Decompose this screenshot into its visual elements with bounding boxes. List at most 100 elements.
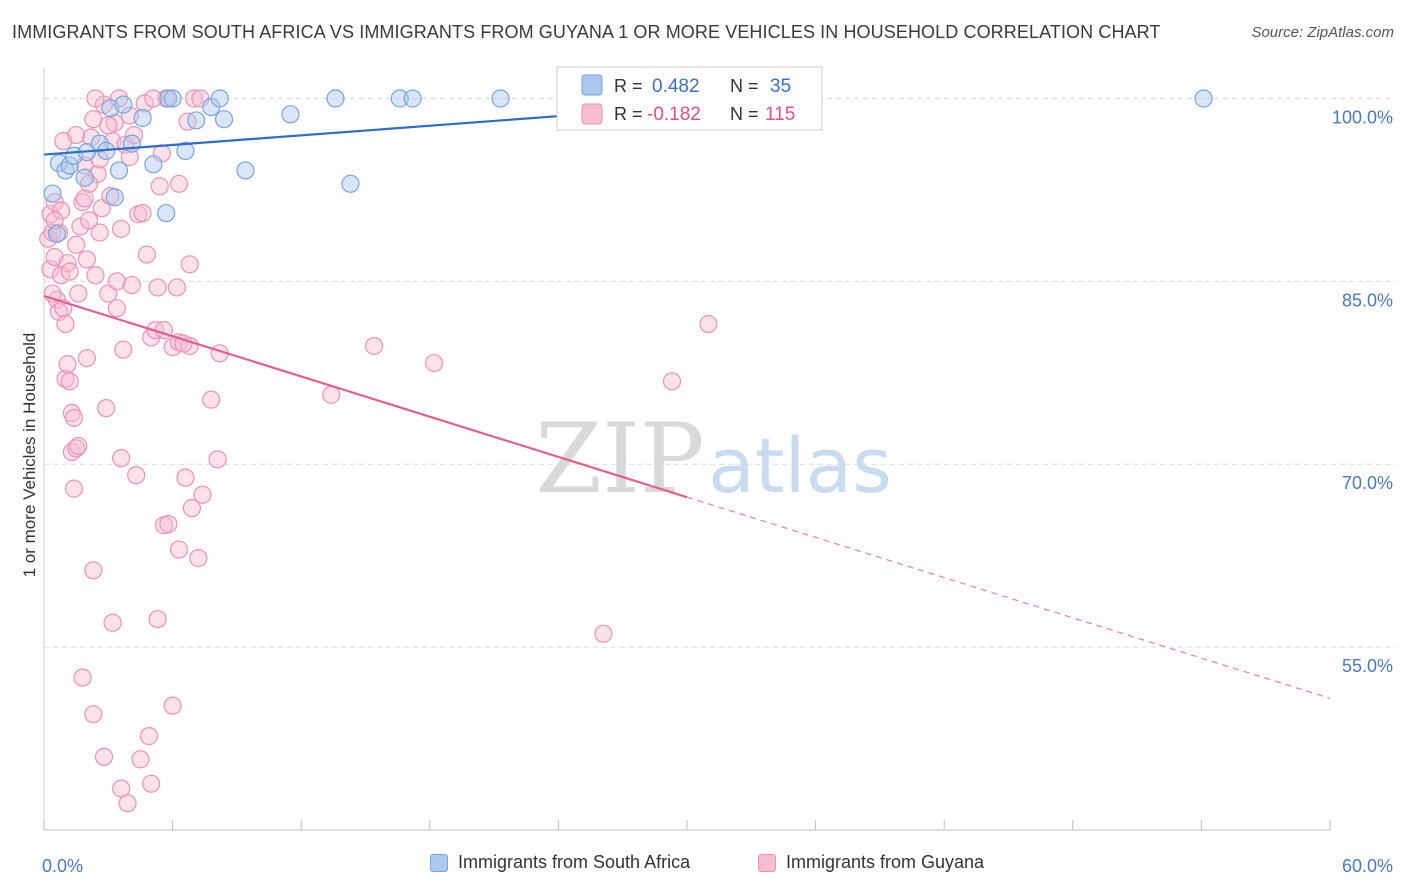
guyana-point bbox=[90, 223, 109, 242]
guyana-point bbox=[148, 609, 167, 629]
legend-swatch-south-africa bbox=[430, 853, 448, 872]
south-africa-point bbox=[144, 155, 163, 174]
guyana-point bbox=[103, 613, 122, 632]
legend-n-value-blue: 35 bbox=[770, 76, 791, 97]
guyana-point bbox=[107, 299, 126, 318]
south-africa-point bbox=[43, 184, 62, 203]
guyana-point bbox=[176, 468, 195, 487]
legend-r-label-pink: R = bbox=[614, 104, 643, 124]
south-africa-point bbox=[176, 141, 195, 161]
south-africa-point bbox=[210, 89, 229, 108]
south-africa-point bbox=[491, 89, 510, 108]
guyana-point bbox=[73, 668, 92, 687]
south-africa-point bbox=[109, 161, 129, 180]
legend-swatch-blue bbox=[581, 74, 603, 96]
guyana-points bbox=[39, 89, 718, 813]
legend-swatch-pink bbox=[581, 103, 603, 125]
y-tick-label: 85.0% bbox=[1342, 290, 1393, 310]
south-africa-point bbox=[163, 89, 182, 108]
guyana-point bbox=[202, 390, 221, 409]
guyana-point bbox=[169, 540, 189, 559]
x-tick-max: 60.0% bbox=[1342, 856, 1393, 876]
south-africa-point bbox=[47, 224, 66, 243]
guyana-point bbox=[99, 116, 118, 135]
guyana-point bbox=[594, 624, 613, 643]
guyana-point bbox=[52, 201, 71, 220]
south-africa-point bbox=[236, 161, 255, 180]
south-africa-point bbox=[159, 89, 178, 108]
guyana-point bbox=[114, 340, 133, 359]
guyana-point bbox=[84, 561, 103, 580]
guyana-point bbox=[97, 399, 116, 418]
guyana-point bbox=[122, 275, 141, 295]
guyana-point bbox=[208, 450, 227, 469]
south-africa-point bbox=[390, 89, 409, 108]
y-tick-label: 55.0% bbox=[1342, 656, 1393, 676]
guyana-point bbox=[86, 266, 105, 285]
y-tick-label: 70.0% bbox=[1342, 473, 1393, 493]
chart-title: IMMIGRANTS FROM SOUTH AFRICA VS IMMIGRAN… bbox=[12, 22, 1161, 42]
guyana-point bbox=[67, 439, 86, 458]
guyana-point bbox=[64, 408, 84, 428]
south-africa-point bbox=[1194, 89, 1213, 108]
guyana-point bbox=[67, 125, 86, 145]
grid bbox=[44, 97, 1395, 648]
guyana-point bbox=[163, 696, 182, 715]
south-africa-point bbox=[187, 111, 206, 130]
guyana-trend-line-extension bbox=[686, 496, 1331, 699]
trend-lines bbox=[43, 97, 1331, 699]
guyana-point bbox=[142, 774, 161, 793]
south-africa-point bbox=[133, 108, 152, 128]
bottom-legend-guyana: Immigrants from Guyana bbox=[758, 852, 984, 873]
guyana-point bbox=[131, 750, 150, 769]
guyana-point bbox=[159, 514, 178, 534]
south-africa-point bbox=[60, 156, 79, 175]
x-tick-min: 0.0% bbox=[42, 856, 83, 876]
guyana-point bbox=[137, 245, 156, 264]
guyana-point bbox=[150, 177, 169, 196]
guyana-point bbox=[148, 278, 167, 297]
guyana-point bbox=[662, 372, 682, 391]
south-africa-point bbox=[403, 89, 422, 108]
legend-swatch-guyana bbox=[758, 853, 776, 872]
south-africa-point bbox=[75, 168, 94, 187]
legend-n-value-pink: 115 bbox=[765, 104, 795, 125]
bottom-legend-south-africa: Immigrants from South Africa bbox=[430, 852, 690, 873]
south-africa-point bbox=[105, 188, 124, 207]
guyana-point bbox=[118, 794, 137, 813]
guyana-point bbox=[58, 355, 77, 374]
legend-label-guyana: Immigrants from Guyana bbox=[786, 852, 985, 872]
guyana-point bbox=[112, 219, 131, 239]
y-tick-label: 100.0% bbox=[1332, 107, 1393, 127]
guyana-point bbox=[180, 255, 199, 274]
guyana-point bbox=[139, 727, 159, 746]
guyana-point bbox=[193, 485, 212, 504]
guyana-point bbox=[94, 747, 114, 766]
guyana-point bbox=[60, 262, 79, 281]
south-africa-point bbox=[341, 174, 360, 193]
source-label: Source: ZipAtlas.com bbox=[1251, 24, 1394, 41]
guyana-point bbox=[169, 174, 189, 193]
guyana-point bbox=[79, 211, 99, 230]
guyana-point bbox=[135, 94, 154, 113]
guyana-point bbox=[64, 479, 84, 498]
guyana-point bbox=[133, 203, 152, 223]
guyana-point bbox=[424, 353, 444, 373]
watermark-zip: ZIP bbox=[535, 403, 704, 515]
south-africa-point bbox=[157, 203, 176, 223]
south-africa-point bbox=[214, 110, 234, 129]
legend-r-value-pink: -0.182 bbox=[647, 104, 701, 125]
guyana-point bbox=[167, 278, 186, 297]
guyana-point bbox=[60, 372, 79, 391]
legend-n-label-pink: N = bbox=[730, 104, 759, 124]
guyana-point bbox=[364, 336, 384, 356]
legend-label-south-africa: Immigrants from South Africa bbox=[458, 852, 691, 872]
guyana-point bbox=[182, 499, 201, 518]
south-africa-point bbox=[281, 105, 300, 124]
south-africa-point bbox=[49, 153, 69, 173]
guyana-point bbox=[189, 549, 208, 568]
legend-r-value-blue: 0.482 bbox=[652, 76, 700, 97]
guyana-point bbox=[144, 89, 163, 108]
guyana-point bbox=[84, 705, 103, 724]
